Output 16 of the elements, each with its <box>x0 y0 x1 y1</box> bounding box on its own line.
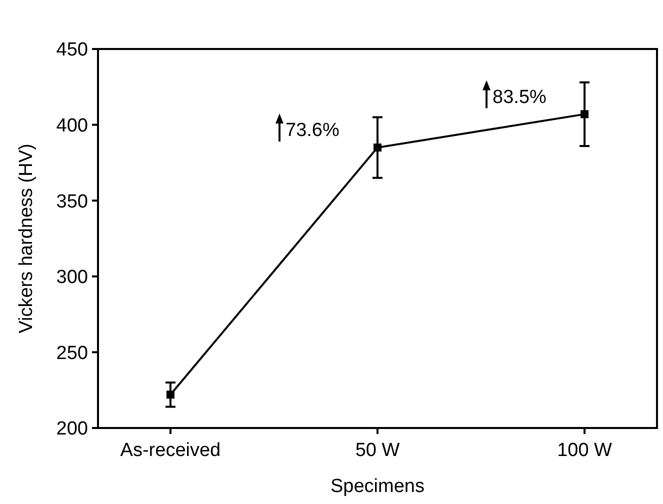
point <box>166 390 174 399</box>
y-tick-label: 300 <box>56 267 88 288</box>
annotation: 73.6% <box>286 120 340 142</box>
point <box>374 144 382 152</box>
x-tick-label: As-received <box>120 440 221 461</box>
y-tick-label: 400 <box>56 115 88 136</box>
annotation: 83.5% <box>492 86 547 108</box>
y-tick-label: 450 <box>56 40 88 61</box>
x-axis-title: Specimens <box>330 476 424 497</box>
y-axis-title: Vickers hardness (HV) <box>16 144 37 334</box>
point <box>580 110 589 118</box>
y-tick-label: 350 <box>56 191 88 212</box>
x-tick-label: 50 W <box>355 440 400 461</box>
y-tick-label: 200 <box>56 418 88 440</box>
y-tick-label: 250 <box>56 342 88 364</box>
x-tick-label: 100 W <box>557 440 612 461</box>
